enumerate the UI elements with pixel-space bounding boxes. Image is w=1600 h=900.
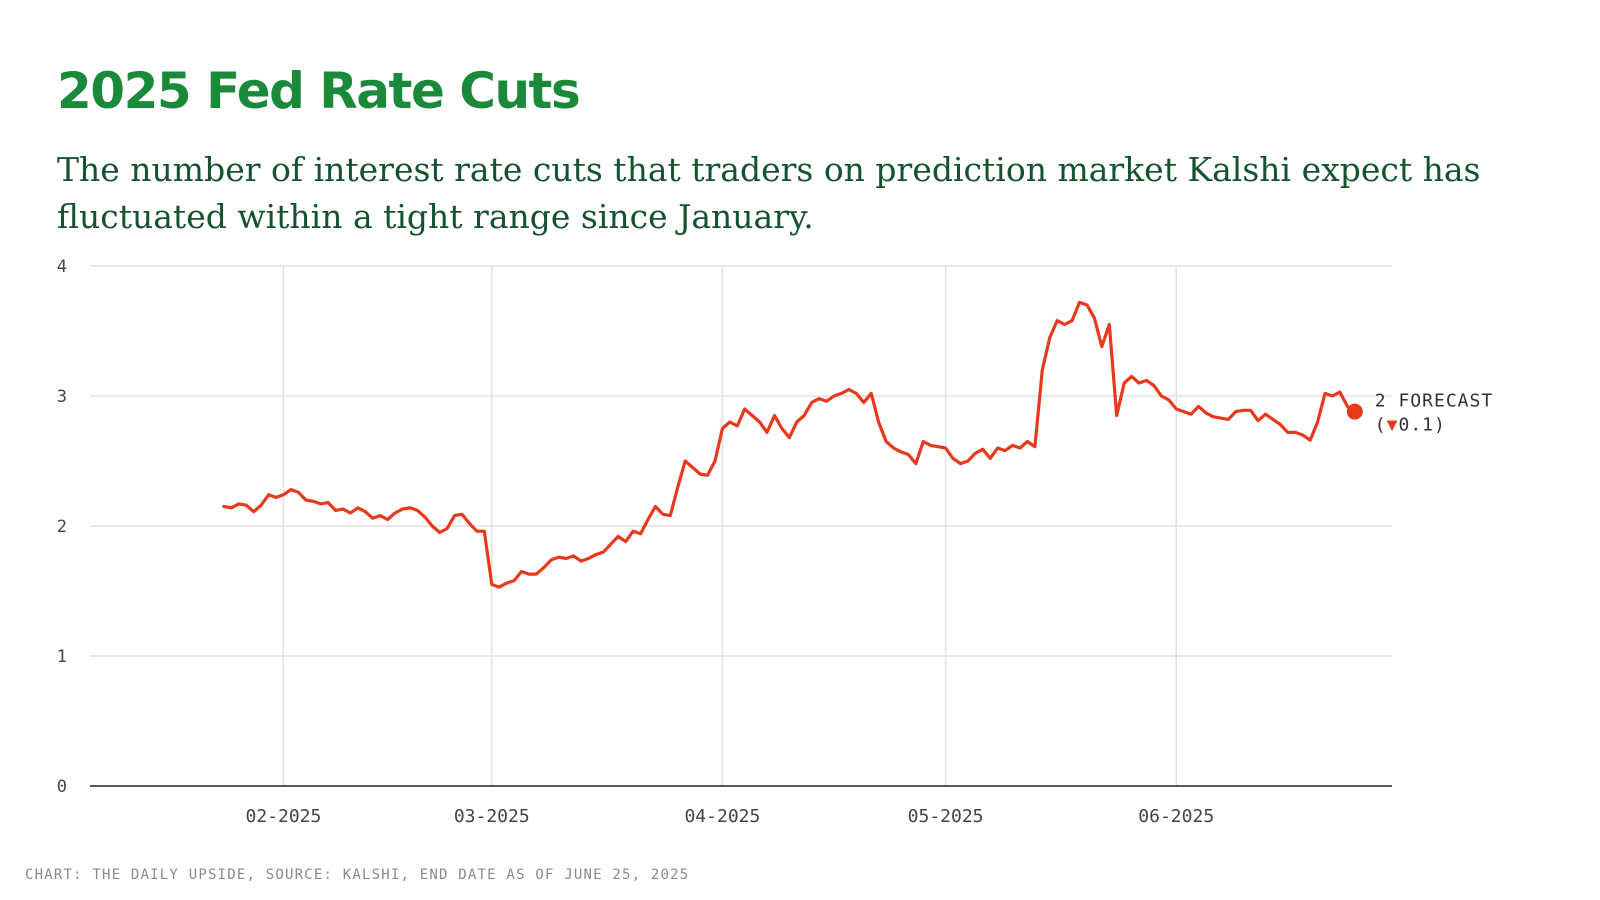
y-tick-label: 2 [57,517,67,537]
chart-subtitle: The number of interest rate cuts that tr… [57,150,1481,236]
chart-title: 2025 Fed Rate Cuts [57,62,581,120]
x-tick-label: 03-2025 [454,806,530,827]
x-tick-label: 02-2025 [246,806,322,827]
x-tick-labels: 02-2025 03-2025 04-2025 05-2025 06-2025 [246,806,1215,827]
y-tick-label: 1 [57,647,67,667]
source-footer: CHART: THE DAILY UPSIDE, SOURCE: KALSHI,… [25,867,690,883]
end-label-change-prefix: ( [1375,415,1387,436]
y-tick-label: 0 [57,777,67,797]
x-tick-label: 04-2025 [684,806,760,827]
x-tick-label: 05-2025 [908,806,984,827]
x-tick-label: 06-2025 [1138,806,1214,827]
down-triangle-icon: ▼ [1387,415,1399,436]
y-tick-label: 4 [57,257,67,277]
end-label-change-value: 0.1) [1398,415,1445,436]
y-gridlines [90,265,1392,657]
y-tick-label: 3 [57,387,67,407]
end-label-change: (▼0.1) [1375,415,1446,436]
end-point-marker [1346,403,1363,420]
y-tick-labels: 0 1 2 3 4 [57,257,67,797]
series-line [222,300,1357,589]
end-label-forecast: 2 FORECAST [1375,391,1493,412]
